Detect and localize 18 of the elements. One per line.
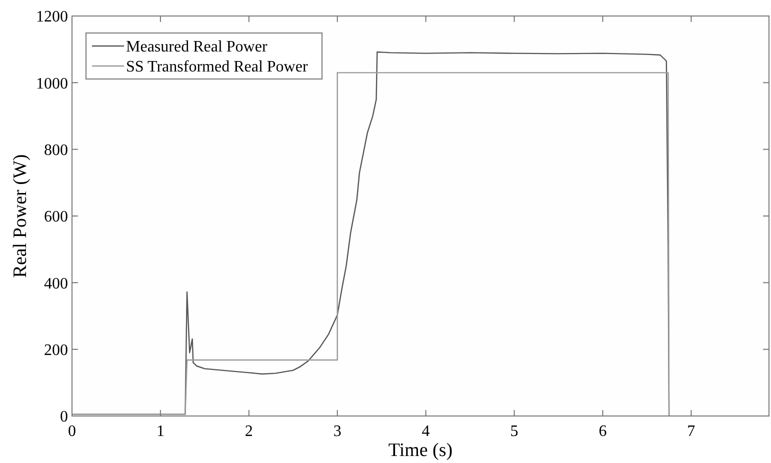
legend-label: SS Transformed Real Power [126, 58, 308, 76]
legend-label: Measured Real Power [126, 38, 268, 56]
y-tick-label: 0 [60, 408, 68, 426]
y-tick-label: 1200 [36, 8, 68, 26]
x-tick-label: 1 [156, 423, 164, 440]
y-tick-label: 1000 [36, 75, 68, 92]
x-tick-label: 2 [244, 423, 253, 440]
y-tick-label: 400 [44, 275, 68, 292]
x-tick-label: 4 [422, 423, 430, 440]
y-axis-title: Real Power (W) [10, 154, 31, 278]
x-tick-label: 3 [333, 423, 342, 440]
x-tick-label: 5 [510, 423, 518, 440]
y-tick-label: 800 [44, 142, 68, 159]
y-tick-label: 600 [44, 208, 68, 226]
x-axis-title: Time (s) [388, 440, 453, 461]
y-tick-label: 200 [44, 342, 68, 359]
x-tick-label: 7 [687, 423, 696, 440]
x-tick-label: 6 [598, 423, 607, 440]
